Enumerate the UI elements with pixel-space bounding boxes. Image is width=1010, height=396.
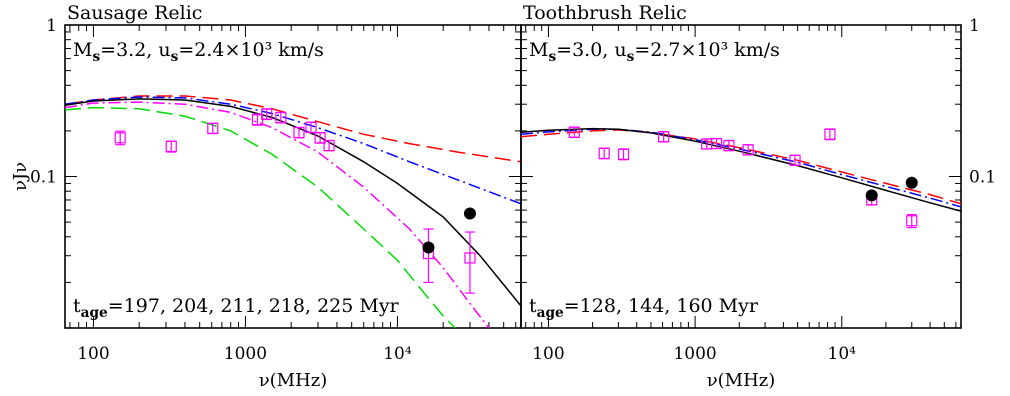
model-curves — [521, 127, 961, 212]
series-line-3 — [65, 101, 490, 328]
data-point-square — [323, 139, 335, 152]
data-point-square — [742, 144, 754, 156]
x-tick-label: 10⁴ — [828, 344, 857, 364]
data-point-square — [275, 111, 287, 124]
observations-open — [568, 126, 918, 229]
x-axis-label: ν(MHz) — [707, 370, 776, 391]
model-curves — [65, 95, 521, 328]
chart-title: Toothbrush Relic — [523, 2, 687, 24]
data-point-square — [305, 121, 317, 133]
y-axis-label: νJν — [10, 162, 31, 191]
annotation-age: tage=197, 204, 211, 218, 225 Myr — [73, 295, 400, 321]
x-axis-label: ν(MHz) — [259, 370, 328, 391]
observations-filled — [865, 176, 918, 202]
series-line-1 — [65, 96, 521, 205]
data-point-square — [824, 128, 836, 140]
data-point-square — [906, 215, 918, 227]
chart-title: Sausage Relic — [67, 2, 202, 24]
data-point-square — [314, 132, 326, 144]
plot-frame — [520, 24, 962, 329]
data-point-square — [165, 140, 177, 153]
data-point-square — [617, 148, 630, 160]
data-point-circle — [463, 207, 476, 220]
series-line-0 — [65, 95, 521, 163]
data-point-square — [723, 139, 735, 152]
data-point-square — [114, 132, 126, 144]
y-tick-label: 1 — [969, 16, 980, 36]
x-tick-label: 100 — [77, 344, 109, 364]
series-line-2 — [65, 98, 521, 307]
data-point-square — [789, 154, 801, 166]
data-point-square — [658, 131, 670, 143]
data-point-square — [207, 122, 219, 134]
series-line-4 — [65, 106, 456, 328]
data-point-square — [464, 252, 476, 264]
annotation-age: tage=128, 144, 160 Myr — [529, 295, 759, 321]
y-tick-label: 0.1 — [969, 168, 996, 188]
y-tick-label: 0.1 — [30, 168, 57, 188]
data-point-circle — [905, 176, 918, 189]
data-point-square — [568, 126, 580, 138]
data-point-square — [293, 126, 305, 139]
x-tick-label: 1000 — [224, 344, 267, 364]
data-point-circle — [422, 241, 435, 254]
data-point-square — [598, 147, 610, 160]
data-point-square — [710, 137, 723, 150]
y-tick-label: 1 — [46, 16, 57, 36]
annotation-shock-params: Ms=3.2, us=2.4×10³ km/s — [73, 39, 324, 65]
series-line-1 — [521, 128, 961, 208]
series-line-0 — [521, 129, 961, 205]
panel-0: 100 1000 10⁴ 0.1 1 Sausage Relic ν(MHz) νJν Ms=3… — [10, 2, 522, 391]
panel-1: 100 1000 10⁴ 0.1 1 Toothbrush Relic ν(MHz) Ms=3… — [520, 2, 996, 391]
plot-frame — [64, 24, 522, 329]
observations-filled — [422, 207, 476, 254]
x-tick-label: 10⁴ — [383, 344, 412, 364]
data-point-circle — [865, 189, 878, 202]
annotation-shock-params: Ms=3.0, us=2.7×10³ km/s — [529, 39, 780, 65]
data-point-square — [261, 108, 273, 120]
series-line-2 — [521, 127, 961, 212]
x-tick-label: 1000 — [673, 344, 716, 364]
x-tick-label: 100 — [532, 344, 564, 364]
